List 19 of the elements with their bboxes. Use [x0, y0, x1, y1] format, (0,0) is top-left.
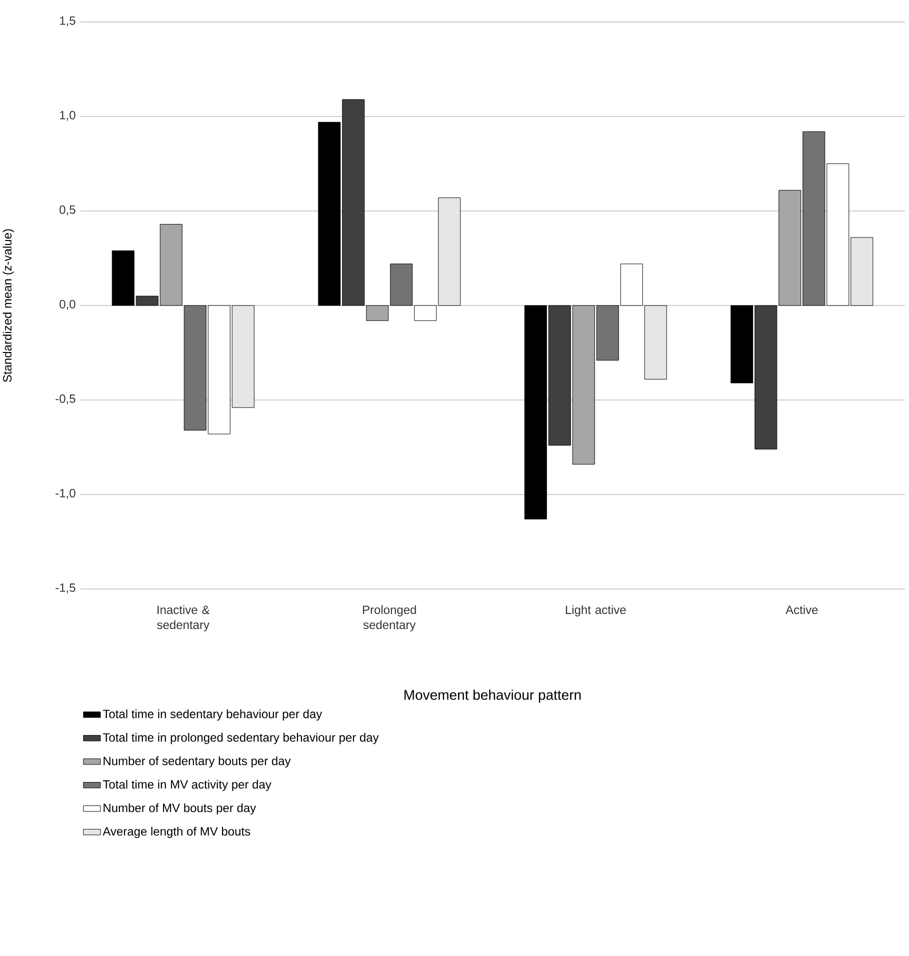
legend-label: Average length of MV bouts — [102, 826, 250, 838]
y-tick-label: -1,5 — [56, 584, 76, 594]
y-tick-label: 1,5 — [60, 16, 76, 26]
legend-label: Number of MV bouts per day — [104, 803, 256, 815]
legend-label: Total time in prolonged sedentary behaviour per day — [102, 732, 379, 744]
y-tick-label: -0,5 — [56, 394, 76, 404]
legend-label: Total time in MV activity per day — [102, 780, 272, 792]
y-tick-label: -1,0 — [56, 488, 76, 499]
y-axis-title: Standardized mean (z-value) — [2, 229, 14, 382]
y-tick-label: 0,5 — [60, 205, 76, 216]
y-tick-label: 0,0 — [60, 300, 76, 310]
legend-label: Total time in sedentary behaviour per day — [102, 709, 322, 721]
x-tick-label: Light active — [566, 605, 626, 616]
x-tick-label: Prolonged sedentary — [363, 605, 416, 632]
x-tick-label: Inactive & sedentary — [157, 605, 210, 632]
x-tick-label: Active — [786, 605, 818, 614]
x-axis-title: Movement behaviour pattern — [404, 690, 581, 703]
legend-label: Number of sedentary bouts per day — [104, 756, 291, 768]
y-tick-label: 1,0 — [60, 110, 76, 121]
